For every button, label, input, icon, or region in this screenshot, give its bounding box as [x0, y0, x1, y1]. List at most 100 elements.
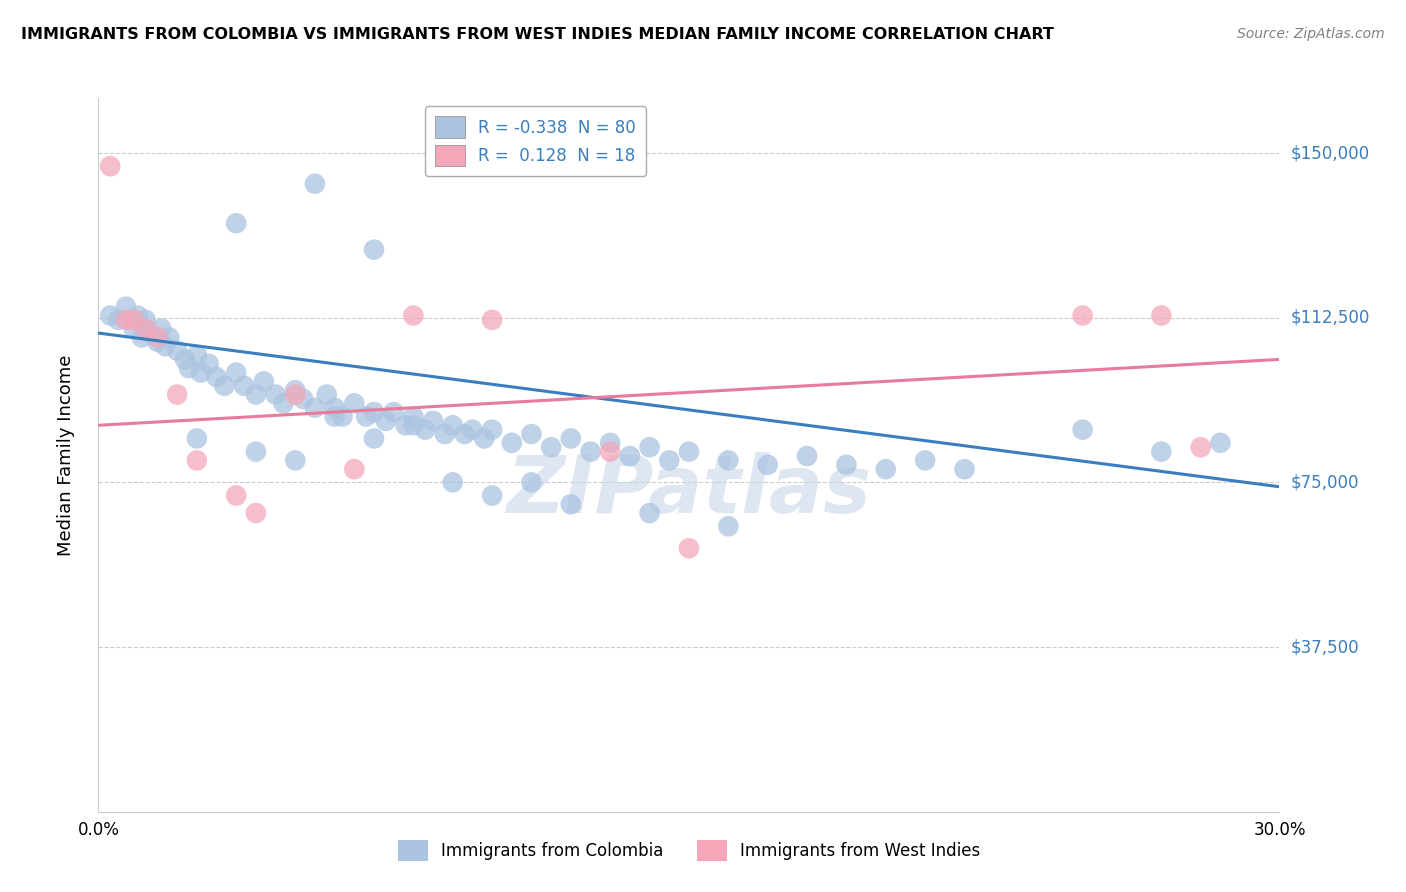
Text: $75,000: $75,000 — [1291, 474, 1360, 491]
Point — [599, 435, 621, 450]
Text: Source: ZipAtlas.com: Source: ZipAtlas.com — [1237, 27, 1385, 41]
Point — [599, 444, 621, 458]
Point — [717, 519, 740, 533]
Point — [122, 321, 145, 335]
Point — [363, 243, 385, 257]
Point — [135, 321, 157, 335]
Point — [354, 409, 377, 424]
Point — [233, 378, 256, 392]
Point — [501, 435, 523, 450]
Point — [402, 418, 425, 433]
Point — [678, 444, 700, 458]
Point — [190, 366, 212, 380]
Point — [225, 216, 247, 230]
Point — [363, 405, 385, 419]
Point — [284, 453, 307, 467]
Point — [520, 427, 543, 442]
Point — [225, 366, 247, 380]
Point — [131, 330, 153, 344]
Point — [402, 309, 425, 323]
Y-axis label: Median Family Income: Median Family Income — [56, 354, 75, 556]
Point — [122, 313, 145, 327]
Point — [115, 313, 138, 327]
Point — [382, 405, 405, 419]
Point — [413, 423, 436, 437]
Point — [146, 330, 169, 344]
Point — [107, 313, 129, 327]
Point — [166, 387, 188, 401]
Point — [717, 453, 740, 467]
Point — [115, 300, 138, 314]
Point — [1209, 435, 1232, 450]
Point — [402, 409, 425, 424]
Point — [1071, 423, 1094, 437]
Point — [579, 444, 602, 458]
Legend: Immigrants from Colombia, Immigrants from West Indies: Immigrants from Colombia, Immigrants fro… — [391, 833, 987, 868]
Point — [186, 432, 208, 446]
Point — [98, 159, 121, 173]
Point — [433, 427, 456, 442]
Point — [953, 462, 976, 476]
Point — [343, 396, 366, 410]
Point — [284, 387, 307, 401]
Point — [157, 330, 180, 344]
Point — [1150, 444, 1173, 458]
Point — [619, 449, 641, 463]
Point — [197, 357, 219, 371]
Point — [481, 313, 503, 327]
Point — [1150, 309, 1173, 323]
Point — [186, 348, 208, 362]
Point — [374, 414, 396, 428]
Point — [461, 423, 484, 437]
Point — [658, 453, 681, 467]
Point — [875, 462, 897, 476]
Point — [245, 506, 267, 520]
Point — [796, 449, 818, 463]
Point — [560, 432, 582, 446]
Point — [520, 475, 543, 490]
Point — [205, 370, 228, 384]
Point — [332, 409, 354, 424]
Text: $37,500: $37,500 — [1291, 638, 1360, 656]
Point — [343, 462, 366, 476]
Point — [481, 423, 503, 437]
Point — [441, 418, 464, 433]
Point — [245, 387, 267, 401]
Point — [273, 396, 295, 410]
Point — [98, 309, 121, 323]
Point — [540, 440, 562, 454]
Text: $112,500: $112,500 — [1291, 309, 1369, 326]
Point — [127, 309, 149, 323]
Point — [225, 489, 247, 503]
Point — [363, 432, 385, 446]
Point — [304, 177, 326, 191]
Point — [135, 313, 157, 327]
Point — [638, 506, 661, 520]
Point — [166, 343, 188, 358]
Point — [138, 326, 160, 340]
Point — [394, 418, 416, 433]
Point — [914, 453, 936, 467]
Point — [264, 387, 287, 401]
Point — [284, 383, 307, 397]
Point — [155, 339, 177, 353]
Point — [304, 401, 326, 415]
Point — [481, 489, 503, 503]
Point — [177, 361, 200, 376]
Point — [1189, 440, 1212, 454]
Point — [1071, 309, 1094, 323]
Text: $150,000: $150,000 — [1291, 144, 1369, 162]
Point — [560, 497, 582, 511]
Point — [292, 392, 315, 406]
Text: ZIPatlas: ZIPatlas — [506, 451, 872, 530]
Point — [146, 334, 169, 349]
Text: IMMIGRANTS FROM COLOMBIA VS IMMIGRANTS FROM WEST INDIES MEDIAN FAMILY INCOME COR: IMMIGRANTS FROM COLOMBIA VS IMMIGRANTS F… — [21, 27, 1054, 42]
Point — [422, 414, 444, 428]
Point — [214, 378, 236, 392]
Point — [245, 444, 267, 458]
Point — [150, 321, 173, 335]
Point — [453, 427, 475, 442]
Point — [186, 453, 208, 467]
Point — [315, 387, 337, 401]
Point — [678, 541, 700, 556]
